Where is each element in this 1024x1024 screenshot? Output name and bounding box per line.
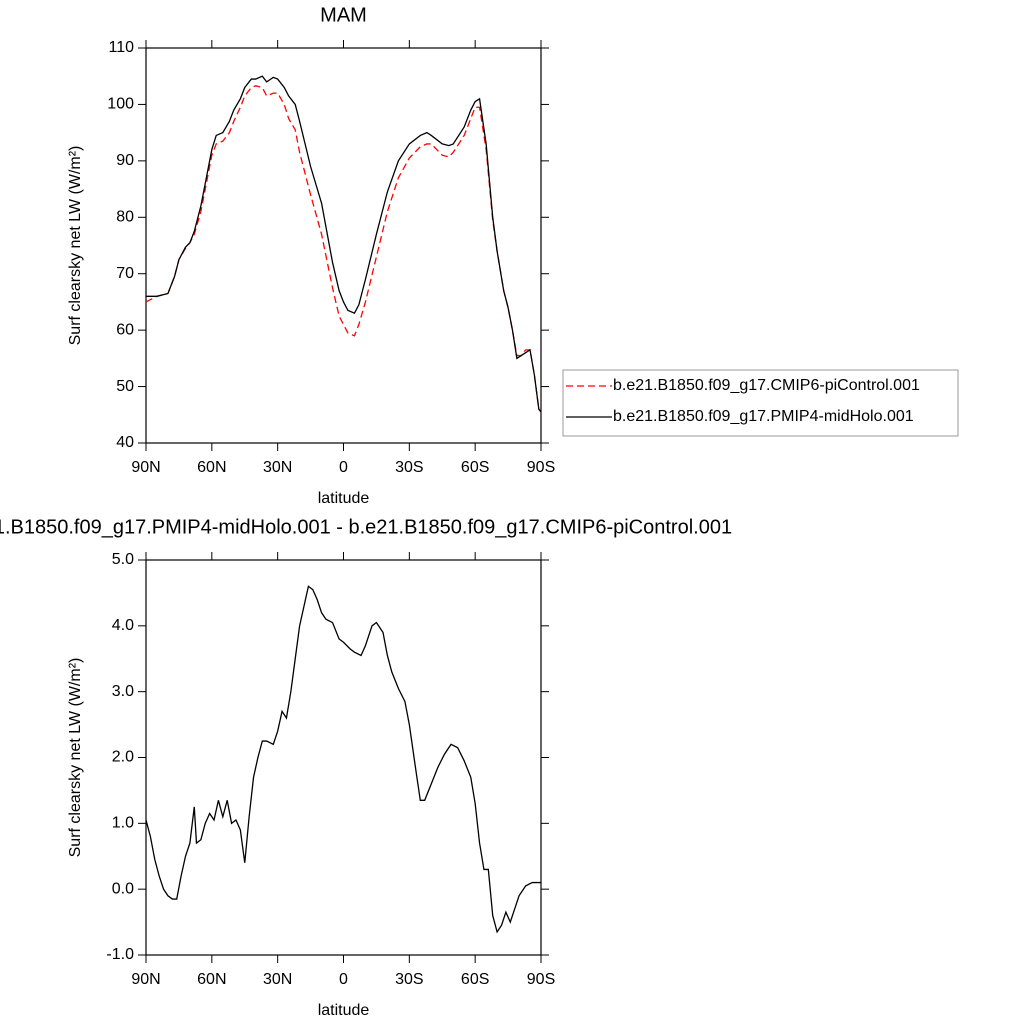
x-tick-label: 60N <box>197 459 226 476</box>
legend-label: b.e21.B1850.f09_g17.CMIP6-piControl.001 <box>613 377 920 394</box>
data-line <box>145 85 542 413</box>
y-tick-label: 60 <box>116 321 134 338</box>
x-tick-label: 90S <box>527 971 555 988</box>
y-tick-label: 80 <box>116 209 134 226</box>
x-tick-label: 90S <box>527 459 555 476</box>
legend-label: b.e21.B1850.f09_g17.PMIP4-midHolo.001 <box>613 408 914 425</box>
y-tick-label: 3.0 <box>112 683 134 700</box>
y-tick-label: 2.0 <box>112 749 134 766</box>
y-tick-label: 50 <box>116 378 134 395</box>
x-axis-label: latitude <box>318 490 370 507</box>
y-tick-label: 4.0 <box>112 617 134 634</box>
x-tick-label: 60S <box>461 971 489 988</box>
y-tick-label: 110 <box>108 39 134 56</box>
data-line <box>145 585 541 934</box>
legend-box <box>562 369 959 437</box>
y-tick-label: 70 <box>116 265 134 282</box>
x-tick-label: 0 <box>339 971 348 988</box>
plot-frame <box>145 47 542 444</box>
x-tick-label: 60N <box>197 971 226 988</box>
x-tick-label: 30S <box>395 459 423 476</box>
plot-frame <box>145 559 542 956</box>
x-tick-label: 30N <box>263 459 292 476</box>
y-tick-label: 5.0 <box>112 551 134 568</box>
x-tick-label: 90N <box>131 459 160 476</box>
y-axis-label: Surf clearsky net LW (W/m²) <box>67 658 84 858</box>
y-axis-label: Surf clearsky net LW (W/m²) <box>67 146 84 346</box>
chart-title: MAM <box>320 4 367 26</box>
x-tick-label: 0 <box>339 459 348 476</box>
y-tick-label: -1.0 <box>106 946 134 963</box>
x-tick-label: 90N <box>131 971 160 988</box>
x-axis-label: latitude <box>318 1002 370 1019</box>
y-tick-label: 1.0 <box>112 815 134 832</box>
x-tick-label: 60S <box>461 459 489 476</box>
x-tick-label: 30S <box>395 971 423 988</box>
x-tick-label: 30N <box>263 971 292 988</box>
data-line <box>146 75 542 413</box>
chart-title: b.e21.B1850.f09_g17.PMIP4-midHolo.001 - … <box>0 516 732 538</box>
y-tick-label: 0.0 <box>112 880 134 897</box>
y-tick-label: 90 <box>116 152 134 169</box>
y-tick-label: 100 <box>107 96 134 113</box>
y-tick-label: 40 <box>116 434 134 451</box>
